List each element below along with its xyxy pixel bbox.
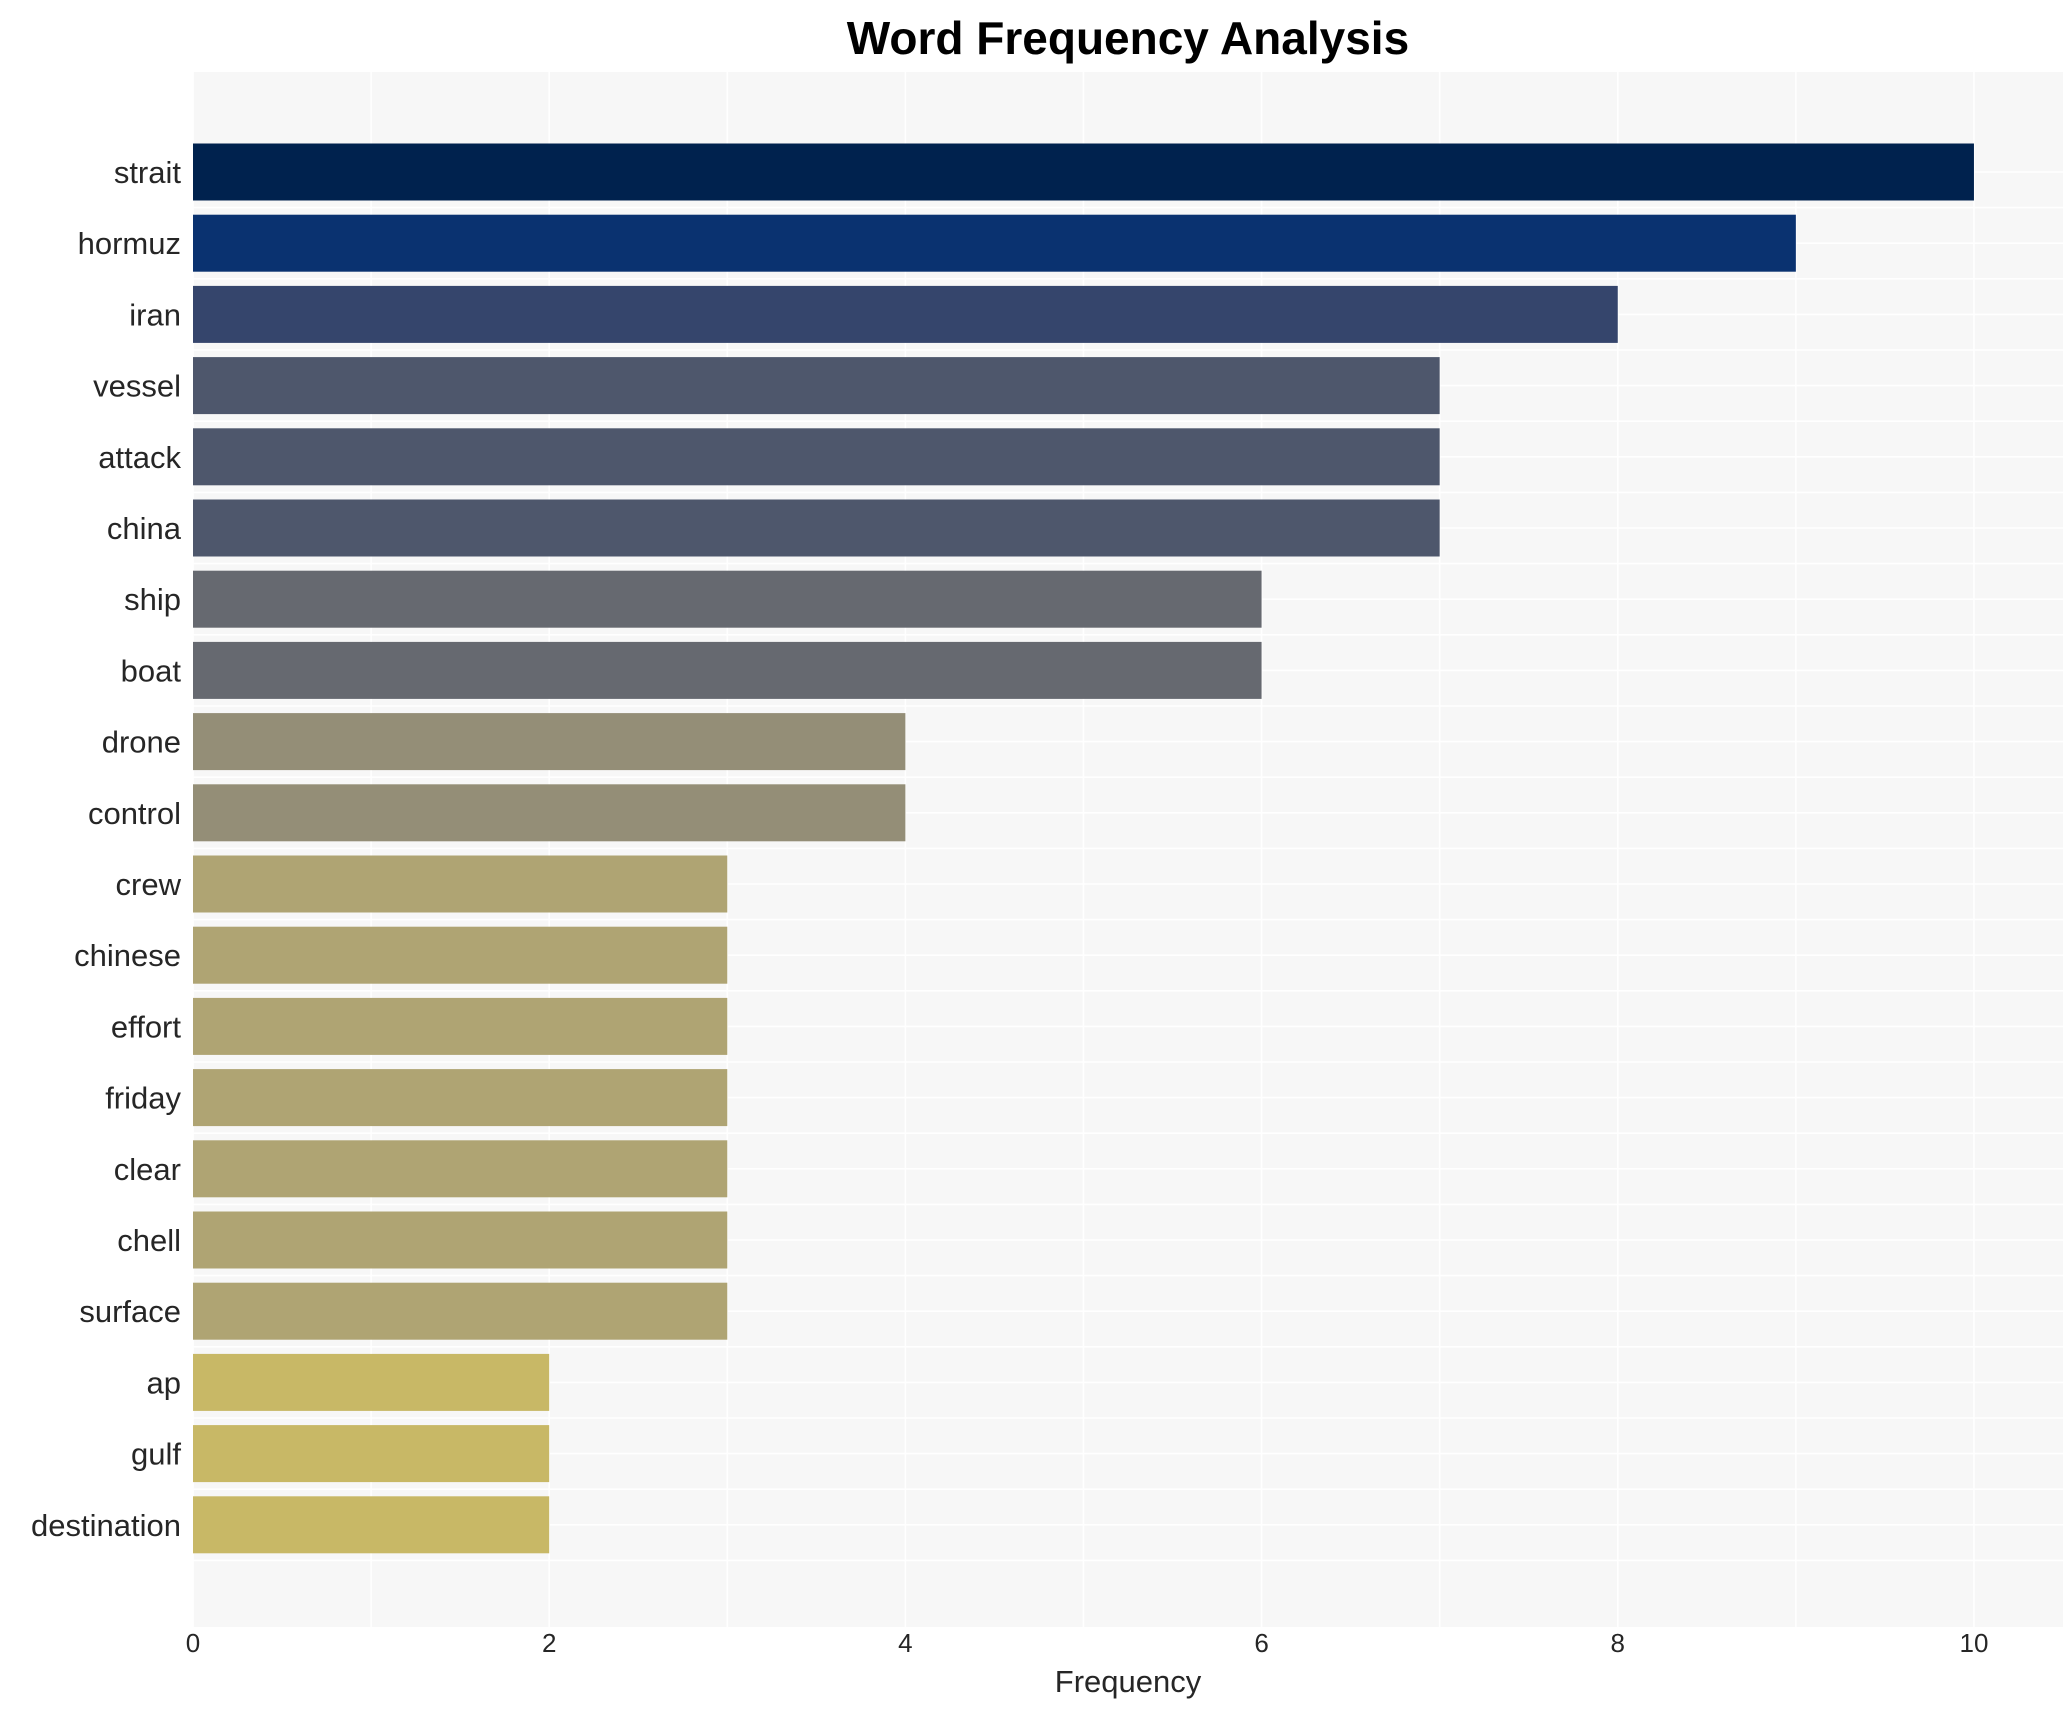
bar-chell: [193, 1211, 728, 1269]
chart-title: Word Frequency Analysis: [847, 12, 1409, 64]
bar-gulf: [193, 1425, 550, 1483]
y-tick-label: vessel: [93, 369, 181, 404]
y-tick-label: effort: [111, 1009, 181, 1044]
y-tick-label: chell: [117, 1223, 181, 1258]
bar-control: [193, 784, 906, 842]
x-tick-labels: 0 2 4 6 8 10: [186, 1628, 1989, 1658]
bar-destination: [193, 1496, 550, 1554]
bar-attack: [193, 428, 1440, 486]
bar-chinese: [193, 926, 728, 984]
y-tick-label: attack: [98, 440, 181, 475]
y-tick-labels: strait hormuz iran vessel attack china ship boa…: [31, 155, 182, 1543]
y-tick-label: china: [107, 511, 182, 546]
y-tick-label: strait: [114, 155, 182, 190]
bar-strait: [193, 143, 1974, 201]
bar-drone: [193, 713, 906, 771]
bar-surface: [193, 1282, 728, 1340]
y-tick-label: clear: [114, 1152, 181, 1187]
y-tick-label: gulf: [131, 1437, 181, 1472]
x-tick-label: 2: [542, 1628, 556, 1658]
y-tick-label: crew: [116, 867, 182, 902]
bar-clear: [193, 1140, 728, 1198]
bar-crew: [193, 855, 728, 913]
y-tick-label: control: [88, 796, 181, 831]
y-tick-label: hormuz: [78, 226, 181, 261]
x-tick-label: 6: [1254, 1628, 1268, 1658]
y-tick-label: surface: [79, 1294, 181, 1329]
y-tick-label: ship: [124, 582, 181, 617]
y-tick-label: friday: [105, 1081, 181, 1116]
x-axis-label: Frequency: [1055, 1664, 1202, 1699]
x-tick-label: 8: [1611, 1628, 1625, 1658]
x-tick-label: 0: [186, 1628, 200, 1658]
y-tick-label: iran: [129, 297, 181, 332]
y-tick-label: ap: [147, 1365, 181, 1400]
bars: [193, 143, 1974, 1554]
x-tick-label: 10: [1959, 1628, 1988, 1658]
bar-ap: [193, 1353, 550, 1411]
bar-friday: [193, 1069, 728, 1127]
bar-iran: [193, 285, 1618, 343]
y-tick-label: chinese: [74, 938, 181, 973]
bar-ship: [193, 570, 1262, 628]
bar-china: [193, 499, 1440, 557]
y-tick-label: drone: [102, 725, 181, 760]
bar-effort: [193, 997, 728, 1055]
bar-vessel: [193, 357, 1440, 415]
y-tick-label: destination: [31, 1508, 181, 1543]
x-tick-label: 4: [898, 1628, 912, 1658]
bar-boat: [193, 641, 1262, 699]
y-tick-label: boat: [121, 653, 182, 688]
bar-hormuz: [193, 214, 1796, 272]
